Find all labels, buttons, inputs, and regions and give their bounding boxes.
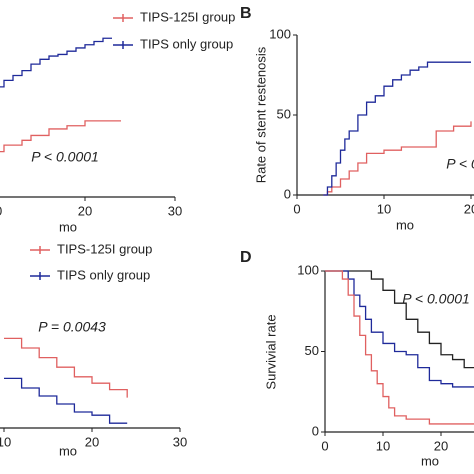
legend-label: TIPS-125I group xyxy=(57,241,152,256)
x-tick-label: 20 xyxy=(78,203,92,218)
p-value: P < 0.0001 xyxy=(446,156,474,172)
x-axis-label: mo xyxy=(421,453,439,468)
panel-label: B xyxy=(240,5,252,22)
x-tick-label: 10 xyxy=(376,438,390,453)
y-tick-label: 0 xyxy=(312,423,319,438)
p-value: P < 0.0001 xyxy=(402,291,470,307)
x-tick-label: 0 xyxy=(321,438,328,453)
y-axis-label: Survivial rate xyxy=(263,314,278,389)
y-tick-label: 100 xyxy=(269,26,291,41)
y-tick-label: 50 xyxy=(305,343,319,358)
x-tick-label: 20 xyxy=(434,438,448,453)
legend-label: TIPS-125I group xyxy=(140,9,235,24)
x-tick-label: 10 xyxy=(0,203,2,218)
x-axis-label: mo xyxy=(59,443,77,458)
survival-curve xyxy=(0,37,112,88)
survival-curve xyxy=(4,337,128,398)
x-tick-label: 20 xyxy=(85,434,99,449)
x-tick-label: 10 xyxy=(0,434,11,449)
x-tick-label: 10 xyxy=(377,201,391,216)
x-tick-label: 20 xyxy=(464,201,474,216)
survival-curve xyxy=(0,120,121,153)
survival-curve xyxy=(4,377,128,424)
survival-curve xyxy=(325,270,474,388)
x-tick-label: 0 xyxy=(293,201,300,216)
x-tick-label: 30 xyxy=(168,203,182,218)
panel-label: D xyxy=(240,249,252,266)
y-tick-label: 50 xyxy=(277,106,291,121)
x-axis-label: mo xyxy=(59,219,77,234)
survival-curve xyxy=(325,270,474,369)
p-value: P < 0.0001 xyxy=(31,149,99,165)
x-tick-label: 30 xyxy=(173,434,187,449)
survival-curve xyxy=(325,270,474,425)
p-value: P = 0.0043 xyxy=(38,319,106,335)
y-tick-label: 100 xyxy=(297,262,319,277)
legend-label: TIPS only group xyxy=(140,36,233,51)
survival-curve xyxy=(323,121,472,196)
y-tick-label: 0 xyxy=(284,186,291,201)
y-axis-label: Rate of stent restenosis xyxy=(253,46,268,183)
x-axis-label: mo xyxy=(396,217,414,232)
legend-label: TIPS only group xyxy=(57,267,150,282)
survival-curve xyxy=(323,61,471,196)
